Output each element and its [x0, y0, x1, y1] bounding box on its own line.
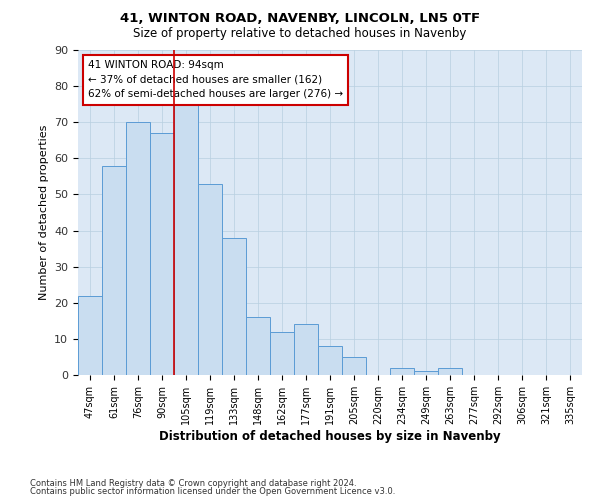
Bar — [78, 296, 102, 375]
X-axis label: Distribution of detached houses by size in Navenby: Distribution of detached houses by size … — [159, 430, 501, 443]
Bar — [174, 100, 198, 375]
Bar — [414, 372, 438, 375]
Text: Contains public sector information licensed under the Open Government Licence v3: Contains public sector information licen… — [30, 487, 395, 496]
Bar — [246, 317, 270, 375]
Bar — [342, 357, 366, 375]
Bar — [150, 133, 174, 375]
Bar — [318, 346, 342, 375]
Text: Size of property relative to detached houses in Navenby: Size of property relative to detached ho… — [133, 28, 467, 40]
Text: 41 WINTON ROAD: 94sqm
← 37% of detached houses are smaller (162)
62% of semi-det: 41 WINTON ROAD: 94sqm ← 37% of detached … — [88, 60, 343, 100]
Bar — [294, 324, 318, 375]
Bar — [390, 368, 414, 375]
Text: Contains HM Land Registry data © Crown copyright and database right 2024.: Contains HM Land Registry data © Crown c… — [30, 478, 356, 488]
Bar — [126, 122, 150, 375]
Y-axis label: Number of detached properties: Number of detached properties — [38, 125, 49, 300]
Bar — [438, 368, 462, 375]
Bar — [222, 238, 246, 375]
Bar — [270, 332, 294, 375]
Bar — [198, 184, 222, 375]
Text: 41, WINTON ROAD, NAVENBY, LINCOLN, LN5 0TF: 41, WINTON ROAD, NAVENBY, LINCOLN, LN5 0… — [120, 12, 480, 26]
Bar — [102, 166, 126, 375]
